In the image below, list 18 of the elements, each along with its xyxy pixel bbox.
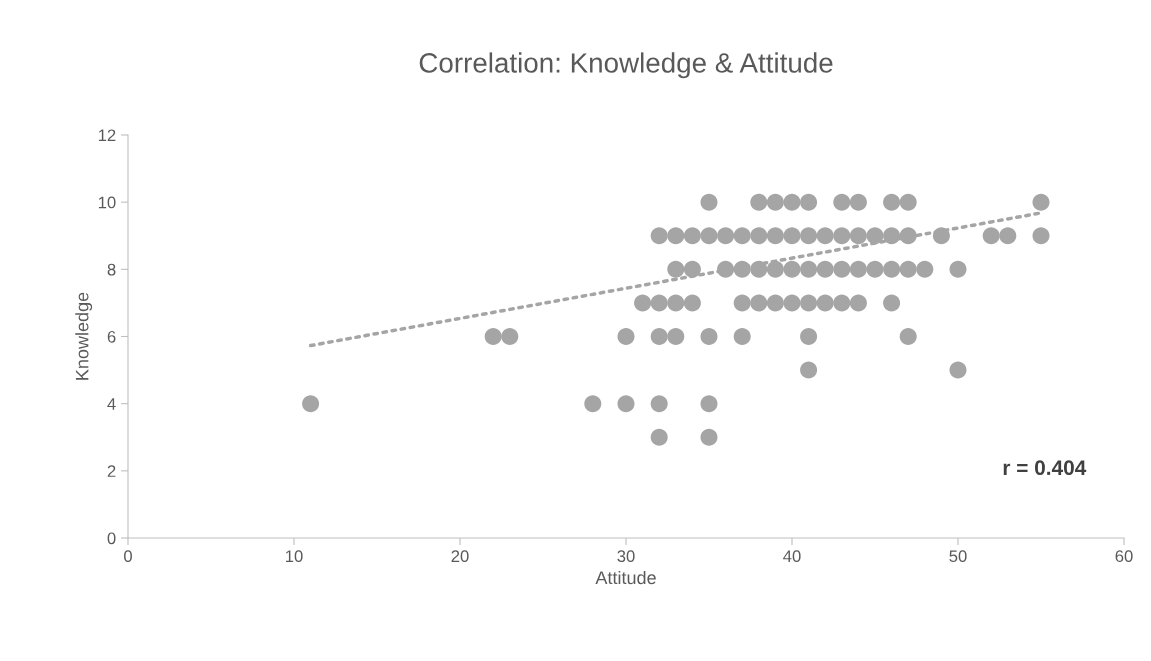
- x-axis-title: Attitude: [595, 570, 656, 585]
- y-axis-title: Knowledge: [75, 292, 93, 380]
- y-tick-label: 6: [107, 330, 116, 343]
- x-tick-label: 20: [451, 550, 469, 563]
- chart-title: Correlation: Knowledge & Attitude: [419, 52, 833, 79]
- x-tick-label: 0: [124, 550, 132, 563]
- x-tick-label: 50: [949, 550, 967, 563]
- x-tick-label: 40: [783, 550, 801, 563]
- y-tick-label: 0: [107, 532, 116, 545]
- y-tick-label: 10: [98, 196, 116, 209]
- x-tick-label: 30: [617, 550, 635, 563]
- y-tick-label: 12: [98, 129, 116, 142]
- y-tick-label: 8: [107, 263, 116, 276]
- x-tick-label: 60: [1115, 550, 1133, 563]
- x-tick-label: 10: [286, 550, 303, 563]
- y-tick-label: 2: [107, 465, 116, 477]
- annotation: r = 0.404: [1003, 460, 1087, 476]
- y-tick-label: 4: [107, 398, 116, 410]
